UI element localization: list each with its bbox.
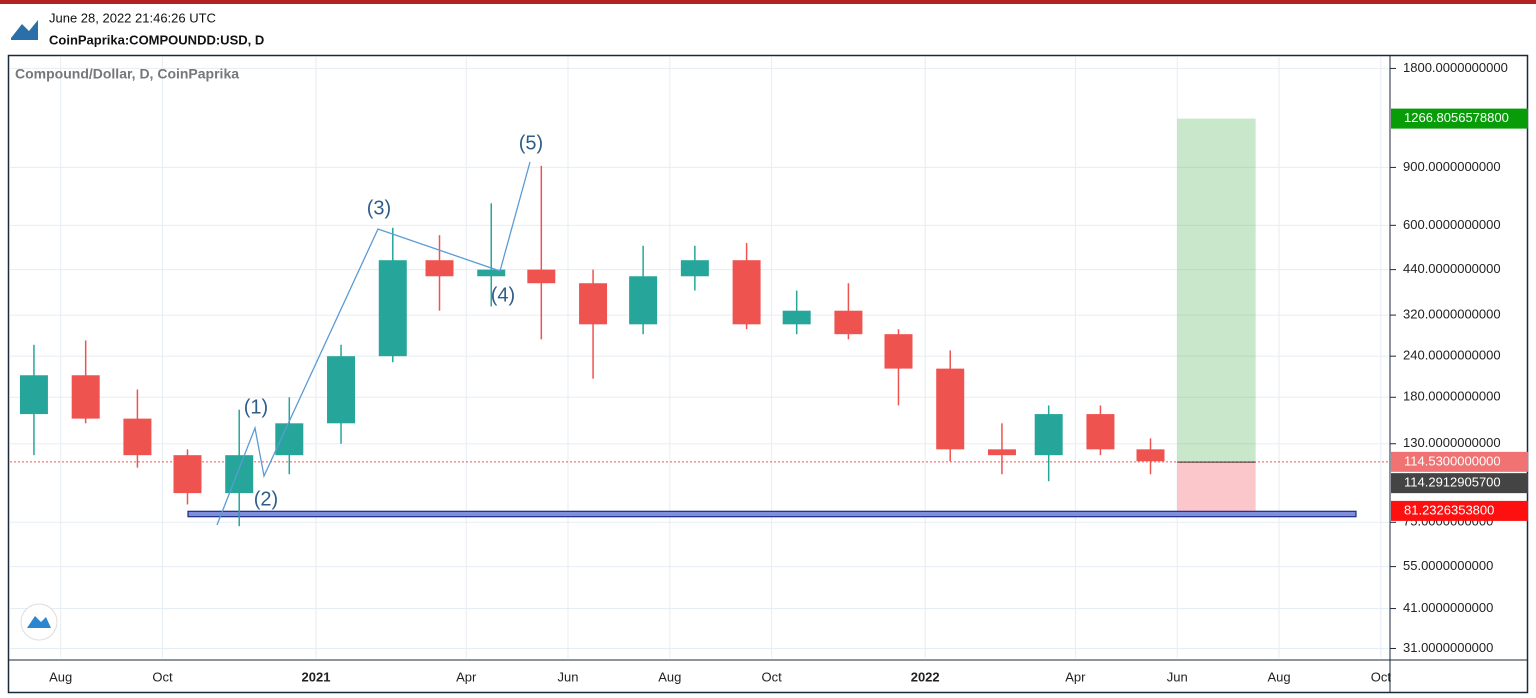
price-label: 114.5300000000	[1404, 453, 1501, 468]
candle-body	[936, 368, 965, 450]
x-tick-label: Aug	[1267, 669, 1290, 684]
x-tick-label: Jun	[558, 669, 579, 684]
y-tick-label: 600.0000000000	[1403, 217, 1501, 232]
x-tick-label: Oct	[152, 669, 173, 684]
candle-body	[425, 260, 454, 277]
y-tick-label: 55.0000000000	[1403, 558, 1493, 573]
candle-body	[579, 283, 608, 325]
candle-body	[884, 334, 913, 369]
candle-body	[1034, 414, 1063, 456]
timestamp: June 28, 2022 21:46:26 UTC	[49, 10, 216, 25]
candle-body	[275, 423, 304, 456]
symbol: CoinPaprika:COMPOUNDD:USD, D	[49, 32, 264, 47]
y-tick-label: 320.0000000000	[1403, 307, 1501, 322]
x-tick-label: Oct	[762, 669, 783, 684]
price-label: 114.2912905700	[1404, 475, 1501, 490]
candle-body	[173, 455, 202, 494]
candle-body	[327, 356, 356, 424]
logo	[11, 20, 38, 40]
position-stop	[1177, 462, 1256, 511]
candle-body	[477, 269, 506, 277]
position-target	[1177, 118, 1256, 463]
chart-title: Compound/Dollar, D, CoinPaprika	[15, 66, 239, 82]
support-zone	[187, 510, 1357, 518]
candle-body	[732, 260, 761, 325]
price-label-bg	[1391, 500, 1528, 521]
x-tick-label: Aug	[49, 669, 72, 684]
y-tick-label: 240.0000000000	[1403, 348, 1501, 363]
price-label: 81.2326353800	[1404, 502, 1494, 517]
price-label-bg	[1391, 108, 1528, 129]
wave-label: (2)	[254, 488, 278, 510]
x-tick-label: Aug	[658, 669, 681, 684]
candle-body	[1086, 414, 1115, 450]
wave-line	[216, 161, 531, 526]
top-bar	[0, 0, 1536, 4]
candle-body	[527, 269, 556, 284]
candle-body	[123, 418, 152, 456]
candle-body	[71, 375, 100, 419]
wave-label: (1)	[244, 396, 268, 418]
y-tick-label: 440.0000000000	[1403, 261, 1501, 276]
x-tick-label: Apr	[1065, 669, 1086, 684]
x-tick-label: 2021	[302, 669, 331, 684]
x-tick-label: Oct	[1371, 669, 1392, 684]
price-label-bg	[1391, 473, 1528, 494]
wave-label: (3)	[367, 197, 391, 219]
wave-label: (4)	[491, 284, 515, 306]
tv-watermark	[20, 603, 58, 641]
candle-body	[834, 310, 863, 335]
y-tick-label: 41.0000000000	[1403, 600, 1493, 615]
x-tick-label: Jun	[1167, 669, 1188, 684]
chart-frame	[7, 54, 1529, 694]
candle-body	[378, 260, 407, 357]
y-tick-label: 130.0000000000	[1403, 435, 1501, 450]
x-tick-label: Apr	[456, 669, 477, 684]
candle-body	[987, 449, 1016, 456]
price-label-bg	[1391, 451, 1528, 472]
candle-body	[19, 375, 48, 415]
plot	[10, 57, 1389, 658]
candle-body	[782, 310, 811, 325]
y-tick-label: 31.0000000000	[1403, 640, 1493, 655]
price-label: 1266.8056578800	[1404, 110, 1509, 125]
wave-label: (5)	[519, 132, 543, 154]
y-tick-label: 180.0000000000	[1403, 389, 1501, 404]
x-tick-label: 2022	[911, 669, 940, 684]
candle-body	[680, 260, 709, 277]
y-tick-label: 900.0000000000	[1403, 159, 1501, 174]
candle-body	[1136, 449, 1165, 462]
candle-body	[225, 455, 254, 494]
y-tick-label: 1800.0000000000	[1403, 60, 1508, 75]
candle-body	[629, 276, 658, 325]
